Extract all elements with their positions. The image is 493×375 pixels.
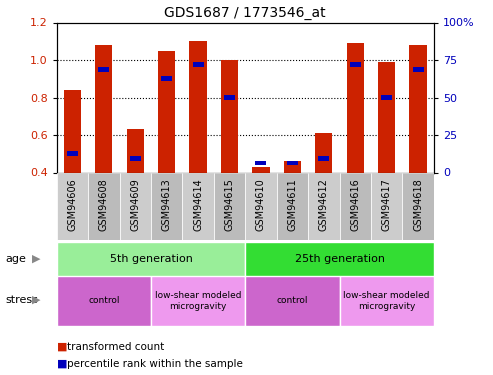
Text: stress: stress: [5, 295, 38, 305]
Bar: [151, 22, 182, 172]
Bar: [214, 22, 246, 172]
Text: GSM94613: GSM94613: [162, 178, 172, 231]
Bar: [119, 22, 151, 172]
Bar: [98, 67, 109, 72]
Bar: [224, 95, 235, 100]
Bar: [245, 172, 277, 240]
Bar: [277, 172, 308, 240]
Bar: [410, 45, 427, 172]
Text: control: control: [88, 296, 120, 305]
Bar: [402, 172, 434, 240]
Bar: [57, 22, 88, 172]
Text: 25th generation: 25th generation: [294, 254, 385, 264]
Bar: [308, 172, 340, 240]
Bar: [371, 172, 402, 240]
Text: GSM94612: GSM94612: [319, 178, 329, 231]
Text: GSM94606: GSM94606: [68, 178, 77, 231]
Text: GSM94614: GSM94614: [193, 178, 203, 231]
Title: GDS1687 / 1773546_at: GDS1687 / 1773546_at: [165, 6, 326, 20]
Text: control: control: [277, 296, 308, 305]
Bar: [413, 67, 423, 72]
Text: ■: ■: [57, 359, 67, 369]
Bar: [350, 62, 361, 67]
Bar: [67, 152, 78, 156]
Bar: [193, 62, 204, 67]
Text: GSM94611: GSM94611: [287, 178, 297, 231]
Bar: [182, 172, 214, 240]
Text: GSM94609: GSM94609: [130, 178, 141, 231]
Text: low-shear modeled
microgravity: low-shear modeled microgravity: [155, 291, 242, 310]
Bar: [130, 156, 141, 161]
Bar: [151, 276, 245, 326]
Bar: [88, 172, 119, 240]
Bar: [287, 161, 298, 165]
Bar: [252, 167, 270, 172]
Bar: [381, 95, 392, 100]
Bar: [214, 172, 246, 240]
Bar: [158, 51, 176, 172]
Text: GSM94615: GSM94615: [224, 178, 235, 231]
Text: GSM94616: GSM94616: [350, 178, 360, 231]
Text: transformed count: transformed count: [67, 342, 164, 352]
Bar: [95, 45, 112, 172]
Bar: [340, 22, 371, 172]
Text: age: age: [5, 254, 26, 264]
Bar: [245, 276, 340, 326]
Bar: [221, 60, 238, 172]
Bar: [255, 161, 267, 165]
Bar: [284, 161, 301, 172]
Bar: [57, 276, 151, 326]
Bar: [57, 242, 245, 276]
Bar: [308, 22, 340, 172]
Bar: [318, 156, 329, 161]
Text: GSM94617: GSM94617: [382, 178, 392, 231]
Bar: [347, 43, 364, 172]
Bar: [340, 276, 434, 326]
Bar: [161, 76, 172, 81]
Text: percentile rank within the sample: percentile rank within the sample: [67, 359, 243, 369]
Bar: [64, 90, 81, 172]
Text: GSM94610: GSM94610: [256, 178, 266, 231]
Text: ■: ■: [57, 342, 67, 352]
Bar: [402, 22, 434, 172]
Bar: [245, 242, 434, 276]
Bar: [340, 172, 371, 240]
Bar: [371, 22, 402, 172]
Bar: [315, 133, 332, 172]
Bar: [127, 129, 144, 172]
Text: ▶: ▶: [32, 254, 40, 264]
Bar: [277, 22, 308, 172]
Text: 5th generation: 5th generation: [109, 254, 192, 264]
Bar: [182, 22, 214, 172]
Bar: [151, 172, 182, 240]
Bar: [57, 172, 88, 240]
Bar: [245, 22, 277, 172]
Text: GSM94608: GSM94608: [99, 178, 109, 231]
Bar: [119, 172, 151, 240]
Text: ▶: ▶: [32, 295, 40, 305]
Bar: [189, 41, 207, 172]
Text: GSM94618: GSM94618: [413, 178, 423, 231]
Bar: [88, 22, 119, 172]
Bar: [378, 62, 395, 172]
Text: low-shear modeled
microgravity: low-shear modeled microgravity: [344, 291, 430, 310]
